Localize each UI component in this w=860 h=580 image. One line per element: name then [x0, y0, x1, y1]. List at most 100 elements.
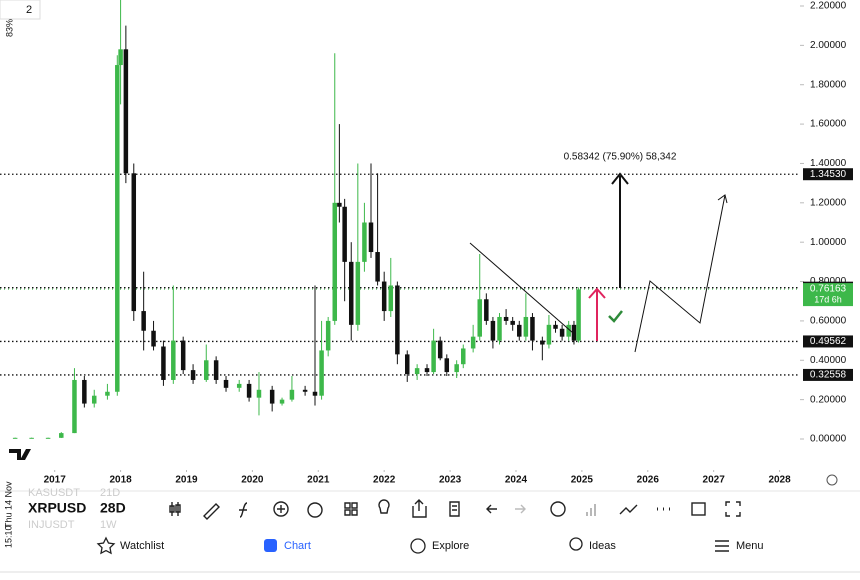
candle-body	[72, 379, 77, 434]
nav-item[interactable]: Explore	[432, 540, 469, 552]
candle-body	[510, 320, 515, 325]
menu-icon[interactable]	[715, 540, 729, 552]
y-tick-label: 0.40000	[810, 355, 847, 366]
y-tick-label: 0.00000	[810, 434, 847, 445]
nav-item[interactable]: Ideas	[589, 540, 616, 552]
candle-body	[375, 252, 380, 282]
explore-icon[interactable]	[410, 538, 426, 554]
candle-body	[553, 324, 558, 329]
red-arrowhead	[588, 287, 606, 299]
nav-item-active[interactable]: Chart	[284, 540, 311, 552]
candle-body	[118, 49, 123, 66]
add-icon[interactable]	[273, 501, 289, 517]
drawings	[469, 172, 728, 353]
candle-body	[256, 389, 262, 398]
x-tick-label: 2019	[175, 475, 198, 486]
candle-body	[517, 324, 522, 337]
nav-item[interactable]: Watchlist	[120, 540, 164, 552]
candle-body	[490, 320, 496, 341]
candle-body	[213, 360, 219, 380]
interval[interactable]: 28D	[100, 500, 126, 516]
candle-body	[29, 437, 34, 439]
battery: 83%	[4, 19, 14, 37]
candle-body	[337, 202, 342, 207]
candle-body	[180, 340, 186, 371]
candle-body	[530, 316, 535, 341]
undo-icon[interactable]	[486, 504, 497, 514]
ghost-symbol: KASUSDT	[28, 487, 80, 499]
check-mark	[608, 310, 623, 323]
candle-body	[368, 222, 374, 253]
layout-button[interactable]	[0, 0, 41, 20]
candle-body	[115, 65, 120, 392]
candle-body	[12, 437, 18, 439]
x-tick-label: 2017	[44, 475, 67, 486]
projection-arrowhead	[717, 194, 728, 204]
share-icon[interactable]	[412, 499, 427, 518]
level-label: 0.32558	[810, 370, 847, 381]
level-label: 0.49562	[810, 336, 847, 347]
templates-icon[interactable]	[344, 502, 358, 516]
symbol[interactable]: XRPUSD	[28, 500, 86, 516]
candle-body	[470, 336, 476, 349]
candle-body	[424, 368, 430, 373]
candle-body	[540, 340, 545, 345]
candle-body	[576, 289, 581, 341]
candle-body	[171, 340, 176, 380]
candle-body	[477, 299, 482, 337]
ghost-interval: 21D	[100, 487, 120, 499]
settings-icon[interactable]	[826, 474, 838, 486]
stats-icon[interactable]	[586, 504, 596, 516]
ideas-nav-icon[interactable]	[569, 537, 583, 551]
compare-icon[interactable]	[619, 504, 638, 515]
candle-body	[45, 437, 51, 439]
candle-body	[319, 350, 324, 396]
draw-icon[interactable]	[203, 503, 220, 520]
candle-body	[388, 285, 394, 312]
y-tick-label: 1.80000	[810, 79, 847, 90]
level-label: 1.34530	[810, 169, 847, 180]
candle-body	[325, 320, 331, 351]
y-tick-label: 1.40000	[810, 158, 847, 169]
layout-icon[interactable]	[691, 502, 706, 516]
candle-body	[204, 360, 209, 380]
measure-arrowhead	[611, 172, 629, 185]
fullscreen-icon[interactable]	[725, 501, 741, 517]
ghost-symbol: INJUSDT	[28, 519, 75, 531]
x-tick-label: 2018	[109, 475, 132, 486]
candle-body	[82, 379, 87, 404]
toolbar-icons	[169, 499, 741, 520]
candle-body	[444, 358, 450, 373]
y-tick-label: 1.60000	[810, 119, 847, 130]
projection-path	[634, 194, 726, 353]
candle-body	[348, 261, 354, 325]
candle-body	[279, 399, 285, 404]
candle-body	[566, 324, 571, 337]
last-price-label: 0.76163	[810, 284, 847, 295]
candle-body	[131, 173, 137, 312]
candle-body	[141, 311, 146, 331]
redo-icon[interactable]	[515, 504, 526, 514]
candle-body	[454, 364, 459, 373]
candle-body	[223, 379, 229, 388]
candle-body	[381, 281, 387, 312]
candle-body	[395, 285, 400, 355]
notes-icon[interactable]	[449, 501, 460, 517]
candle-body	[190, 370, 196, 380]
time: 15:10	[3, 525, 13, 548]
candle-body	[355, 261, 361, 325]
nav-item[interactable]: Menu	[736, 540, 764, 552]
candle-body	[289, 389, 295, 400]
candle-body	[59, 433, 64, 438]
ideas-icon[interactable]	[378, 499, 390, 514]
chart-type-icon[interactable]	[169, 502, 181, 516]
watchlist-icon[interactable]	[96, 536, 116, 555]
alert-icon[interactable]	[307, 502, 323, 518]
candle-body	[571, 324, 577, 341]
indicator-icon[interactable]	[239, 502, 248, 518]
candle-body	[236, 383, 242, 388]
chart-icon[interactable]	[264, 539, 277, 552]
info-icon[interactable]	[550, 501, 566, 517]
candle-body	[362, 222, 367, 262]
